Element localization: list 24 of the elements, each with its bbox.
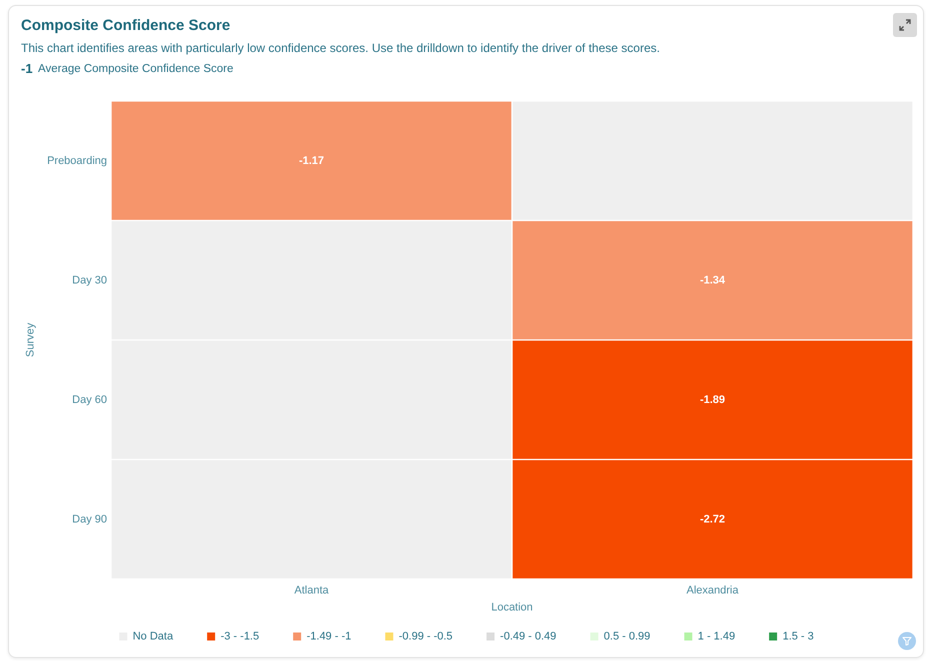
chart-subtitle: This chart identifies areas with particularly low confidence scores. Use the drilldown to identify the driver of these scores. <box>21 41 660 55</box>
legend-label: 1 - 1.49 <box>698 630 736 643</box>
y-tick-label: Day 60 <box>72 394 107 406</box>
chart-title: Composite Confidence Score <box>21 17 230 34</box>
legend-label: -1.49 - -1 <box>306 630 352 643</box>
y-tick-label: Preboarding <box>47 154 107 167</box>
legend-label: 1.5 - 3 <box>782 630 814 643</box>
legend-label: -0.99 - -0.5 <box>398 630 453 643</box>
data-label: -1.89 <box>700 394 726 406</box>
data-label: -2.72 <box>700 513 726 526</box>
legend-label: -3 - -1.5 <box>220 630 260 643</box>
x-tick-label: Atlanta <box>294 584 330 597</box>
data-label: -1.17 <box>298 154 324 167</box>
x-tick-label: Alexandria <box>686 584 740 597</box>
legend-label: No Data <box>132 630 174 643</box>
y-tick-label: Day 30 <box>72 274 107 286</box>
text: Average Composite Confidence Score <box>38 63 234 75</box>
y-axis-title: Survey <box>24 322 37 358</box>
x-axis-title: Location <box>491 601 533 614</box>
y-tick-label: Day 90 <box>72 513 107 526</box>
data-label: -1.34 <box>700 274 726 286</box>
legend-label: -0.49 - 0.49 <box>500 630 556 643</box>
text: -1 <box>21 61 33 76</box>
legend-label: 0.5 - 0.99 <box>604 630 650 643</box>
